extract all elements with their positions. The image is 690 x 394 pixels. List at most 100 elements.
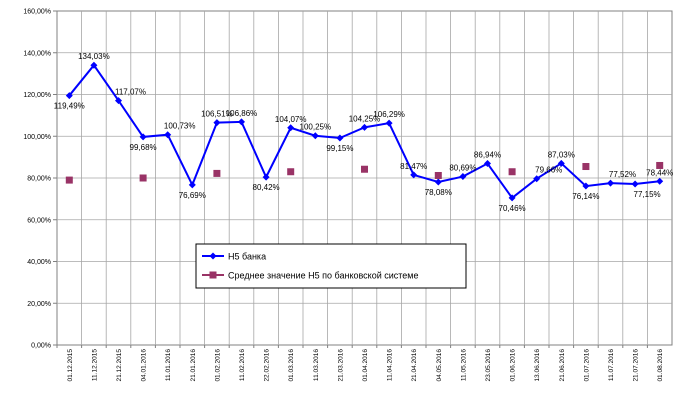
data-point-h5-bank [459, 173, 467, 181]
x-tick-label: 04.05.2016 [436, 349, 443, 382]
legend-marker [209, 252, 217, 260]
x-tick-label: 21.06.2016 [559, 349, 566, 382]
data-label: 81,47% [400, 162, 427, 171]
x-tick-label: 21.01.2016 [190, 349, 197, 382]
data-point-h5-bank [557, 159, 565, 167]
data-point-h5-bank [508, 194, 516, 202]
data-point-h5-bank [533, 175, 541, 183]
y-tick-label: 60,00% [27, 217, 51, 224]
data-label: 99,15% [326, 144, 353, 153]
x-tick-label: 11.12.2015 [91, 349, 98, 381]
data-label: 100,73% [164, 122, 196, 131]
data-label: 78,44% [646, 168, 673, 177]
data-point-h5-bank [607, 179, 614, 187]
data-point-h5-bank [336, 134, 344, 142]
data-label: 80,69% [449, 164, 476, 173]
data-point-h5-bank [139, 133, 147, 141]
x-tick-label: 11.05.2016 [460, 349, 467, 381]
data-label: 106,86% [226, 109, 258, 118]
data-point-h5-bank [434, 178, 442, 186]
data-point-h5-bank [582, 182, 590, 190]
data-point-h5-bank [656, 177, 664, 185]
y-tick-label: 80,00% [27, 176, 51, 183]
data-point-h5-bank [90, 61, 98, 69]
data-label: 119,49% [54, 102, 85, 111]
x-tick-label: 04.01.2016 [141, 349, 148, 382]
data-point-avg-system [65, 176, 73, 184]
x-tick-label: 01.02.2016 [214, 349, 221, 382]
data-point-h5-bank [238, 118, 245, 126]
x-tick-label: 01.12.2015 [67, 349, 74, 382]
x-tick-label: 01.08.2016 [657, 349, 664, 382]
y-tick-label: 20,00% [27, 301, 51, 308]
x-tick-label: 11.01.2016 [165, 349, 172, 381]
data-point-h5-bank [361, 123, 368, 131]
data-point-avg-system [508, 168, 516, 176]
data-label: 106,51% [201, 110, 233, 119]
data-point-avg-system [213, 169, 221, 177]
x-tick-label: 01.03.2016 [288, 349, 295, 382]
data-point-h5-bank [484, 160, 491, 168]
data-point-h5-bank [213, 119, 221, 127]
data-label: 70,46% [499, 204, 526, 213]
data-label: 117,07% [115, 88, 146, 97]
data-point-avg-system [361, 165, 368, 173]
x-tick-label: 01.04.2016 [362, 349, 369, 382]
x-tick-label: 21.04.2016 [411, 349, 418, 382]
x-tick-label: 11.04.2016 [387, 349, 394, 381]
data-label: 76,14% [572, 192, 599, 201]
data-point-h5-bank [287, 124, 295, 132]
data-label: 100,25% [300, 123, 332, 132]
data-point-h5-bank [385, 119, 393, 127]
y-tick-label: 100,00% [23, 134, 51, 141]
data-label: 106,29% [373, 110, 405, 119]
legend-label: Н5 банка [228, 252, 266, 262]
data-point-h5-bank [115, 97, 122, 105]
data-point-h5-bank [65, 92, 73, 100]
y-tick-label: 120,00% [23, 92, 51, 99]
data-label: 76,69% [179, 191, 206, 200]
y-tick-label: 160,00% [23, 9, 51, 16]
data-point-avg-system [287, 168, 295, 176]
legend-marker [209, 271, 217, 279]
data-label: 87,03% [548, 150, 575, 159]
data-point-avg-system [582, 163, 590, 171]
x-tick-label: 21.12.2015 [116, 349, 123, 382]
data-point-avg-system [434, 171, 442, 179]
data-label: 77,52% [609, 170, 636, 179]
x-tick-label: 01.06.2016 [510, 349, 517, 382]
data-label: 79,66% [535, 166, 562, 175]
data-label: 104,25% [349, 114, 381, 123]
data-label: 134,03% [78, 52, 110, 61]
x-tick-label: 11.07.2016 [608, 349, 615, 381]
data-label: 86,94% [474, 151, 501, 160]
data-point-h5-bank [188, 181, 196, 189]
data-label: 77,15% [634, 190, 661, 199]
data-point-avg-system [139, 174, 147, 182]
y-tick-label: 0,00% [31, 343, 51, 350]
x-tick-label: 22.02.2016 [264, 349, 271, 382]
data-label: 104,07% [275, 115, 307, 124]
data-point-h5-bank [631, 180, 639, 188]
y-tick-label: 40,00% [27, 259, 51, 266]
legend-box [195, 243, 467, 289]
y-tick-label: 140,00% [23, 50, 51, 57]
data-label: 80,42% [253, 183, 280, 192]
data-point-h5-bank [164, 131, 172, 139]
x-tick-label: 23.05.2016 [485, 349, 492, 382]
data-point-h5-bank [311, 132, 319, 140]
x-tick-label: 01.07.2016 [583, 349, 590, 382]
data-point-avg-system [656, 161, 664, 169]
data-label: 99,68% [130, 143, 157, 152]
data-point-h5-bank [410, 171, 418, 179]
data-label: 78,08% [425, 188, 452, 197]
x-tick-label: 21.03.2016 [337, 349, 344, 382]
x-tick-label: 11.03.2016 [313, 349, 320, 381]
x-tick-label: 11.02.2016 [239, 349, 246, 381]
x-tick-label: 21.07.2016 [633, 349, 640, 382]
data-point-h5-bank [262, 173, 270, 181]
legend-label: Среднее значение Н5 по банковской систем… [228, 271, 419, 281]
x-tick-label: 13.06.2016 [534, 349, 541, 382]
